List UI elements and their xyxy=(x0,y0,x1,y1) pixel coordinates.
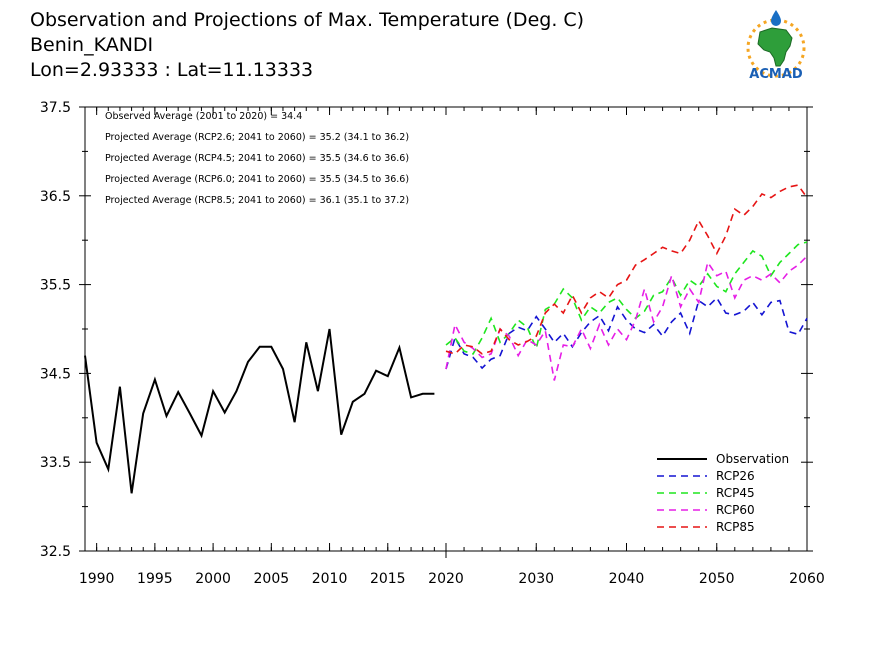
legend-label: RCP85 xyxy=(716,520,755,534)
y-axis-labels: 32.5 33.5 34.5 35.5 36.5 37.5 xyxy=(40,100,71,560)
sun-rays-icon xyxy=(746,18,806,78)
y-tick-label: 34.5 xyxy=(40,366,71,382)
annotation-line: Projected Average (RCP6.0; 2041 to 2060)… xyxy=(105,174,409,185)
series-observation xyxy=(84,328,435,494)
legend-label: Observation xyxy=(716,452,789,466)
legend: Observation RCP26 RCP45 RCP60 RCP85 xyxy=(657,452,789,534)
annotations: Observed Average (2001 to 2020) = 34.4 Pr… xyxy=(105,111,409,206)
chart-title: Observation and Projections of Max. Temp… xyxy=(30,9,585,31)
x-axis-labels: 1990 1995 2000 2005 2010 2015 2020 2030 2040 2050… xyxy=(79,571,825,587)
annotation-line: Projected Average (RCP8.5; 2041 to 2060)… xyxy=(105,195,409,206)
annotation-line: Observed Average (2001 to 2020) = 34.4 xyxy=(105,111,302,122)
coordinates: Lon=2.93333 : Lat=11.13333 xyxy=(30,59,314,81)
x-tick-label: 1990 xyxy=(79,571,115,587)
series-rcp26 xyxy=(445,296,808,370)
logo-text: ACMAD xyxy=(749,67,803,82)
station-name: Benin_KANDI xyxy=(30,34,154,56)
y-tick-label: 36.5 xyxy=(40,189,71,205)
series-rcp60 xyxy=(445,255,808,381)
acmad-logo: ACMAD xyxy=(746,10,806,82)
axis-ticks xyxy=(79,106,813,552)
x-tick-label: 1995 xyxy=(137,571,173,587)
x-tick-label: 2010 xyxy=(312,571,348,587)
x-tick-label: 2040 xyxy=(609,571,645,587)
y-tick-label: 35.5 xyxy=(40,278,71,294)
series-rcp45 xyxy=(445,241,808,355)
series-layer xyxy=(84,184,808,494)
y-tick-label: 32.5 xyxy=(40,544,71,560)
x-tick-label: 2030 xyxy=(518,571,554,587)
africa-map-icon xyxy=(757,27,793,67)
legend-label: RCP60 xyxy=(716,503,755,517)
legend-label: RCP45 xyxy=(716,486,755,500)
water-drop-icon xyxy=(771,10,781,26)
x-tick-label: 2060 xyxy=(789,571,825,587)
series-rcp85 xyxy=(445,184,808,355)
x-tick-label: 2050 xyxy=(699,571,735,587)
y-tick-label: 37.5 xyxy=(40,100,71,116)
y-tick-label: 33.5 xyxy=(40,455,71,471)
annotation-line: Projected Average (RCP4.5; 2041 to 2060)… xyxy=(105,153,409,164)
x-tick-label: 2020 xyxy=(428,571,464,587)
annotation-line: Projected Average (RCP2.6; 2041 to 2060)… xyxy=(105,132,409,143)
x-tick-label: 2005 xyxy=(254,571,290,587)
legend-label: RCP26 xyxy=(716,469,755,483)
x-tick-label: 2015 xyxy=(370,571,406,587)
x-tick-label: 2000 xyxy=(195,571,231,587)
